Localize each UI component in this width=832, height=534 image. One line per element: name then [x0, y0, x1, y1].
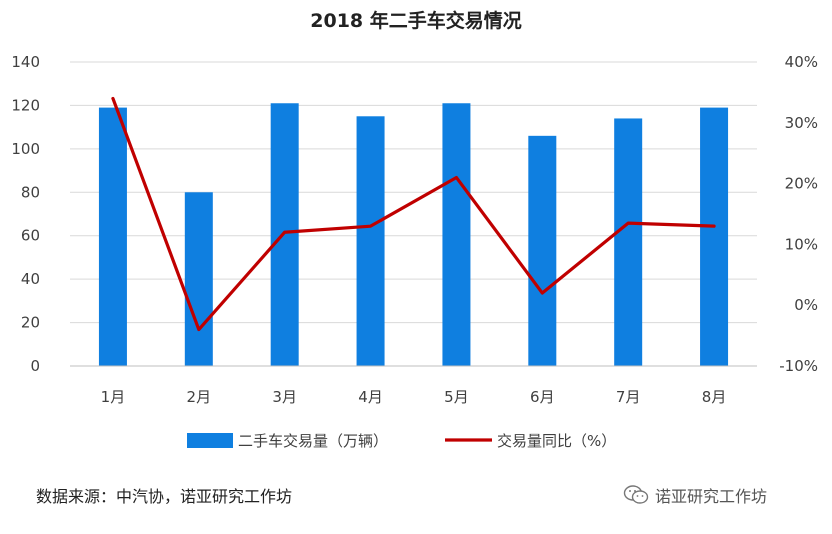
left-tick-label: 140	[11, 53, 40, 71]
x-tick-label: 6月	[530, 388, 555, 406]
right-tick-label: -10%	[779, 357, 818, 375]
x-tick-label: 4月	[358, 388, 383, 406]
line-point	[198, 329, 200, 331]
line-point	[455, 177, 457, 179]
line-point	[541, 292, 543, 294]
line-series	[111, 96, 716, 332]
right-tick-label: 10%	[785, 235, 818, 253]
x-tick-label: 3月	[272, 388, 297, 406]
left-tick-label: 80	[21, 183, 40, 201]
bar	[184, 192, 213, 366]
bar	[528, 135, 557, 366]
bar	[356, 116, 385, 367]
line-point	[112, 97, 114, 99]
gridlines	[70, 61, 757, 367]
bar	[98, 107, 127, 366]
legend: 二手车交易量（万辆） 交易量同比（%）	[187, 432, 616, 450]
line-point	[370, 225, 372, 227]
x-tick-label: 2月	[187, 388, 212, 406]
left-tick-label: 0	[30, 357, 40, 375]
bar	[442, 103, 471, 366]
right-axis: -10% 0% 10% 20% 30% 40%	[779, 53, 818, 375]
legend-bar-label: 二手车交易量（万辆）	[238, 432, 388, 450]
left-tick-label: 120	[11, 96, 40, 114]
wechat-icon	[623, 485, 649, 504]
left-tick-label: 100	[11, 140, 40, 158]
legend-line-label: 交易量同比（%）	[497, 432, 616, 450]
x-tick-label: 5月	[444, 388, 469, 406]
legend-bar-swatch	[187, 433, 233, 448]
x-tick-label: 8月	[702, 388, 727, 406]
left-tick-label: 40	[21, 270, 40, 288]
right-tick-label: 40%	[785, 53, 818, 71]
chart-title: 2018 年二手车交易情况	[310, 9, 522, 32]
x-tick-label: 1月	[101, 388, 126, 406]
left-axis: 0 20 40 60 80 100 120 140	[11, 53, 40, 375]
bar	[700, 107, 729, 366]
line-path	[111, 96, 716, 332]
right-tick-label: 20%	[785, 175, 818, 193]
right-tick-label: 0%	[794, 296, 818, 314]
watermark-text: 诺亚研究工作坊	[655, 487, 768, 506]
line-point	[284, 231, 286, 233]
bar-series	[98, 103, 729, 367]
data-source-note: 数据来源：中汽协，诺亚研究工作坊	[36, 487, 293, 506]
right-tick-label: 30%	[785, 114, 818, 132]
bar	[614, 118, 643, 366]
left-tick-label: 60	[21, 227, 40, 245]
left-tick-label: 20	[21, 314, 40, 332]
line-point	[713, 225, 715, 227]
x-tick-label: 7月	[616, 388, 641, 406]
x-axis: 1月 2月 3月 4月 5月 6月 7月 8月	[70, 365, 757, 406]
line-point	[627, 222, 629, 224]
watermark: 诺亚研究工作坊	[623, 483, 767, 507]
